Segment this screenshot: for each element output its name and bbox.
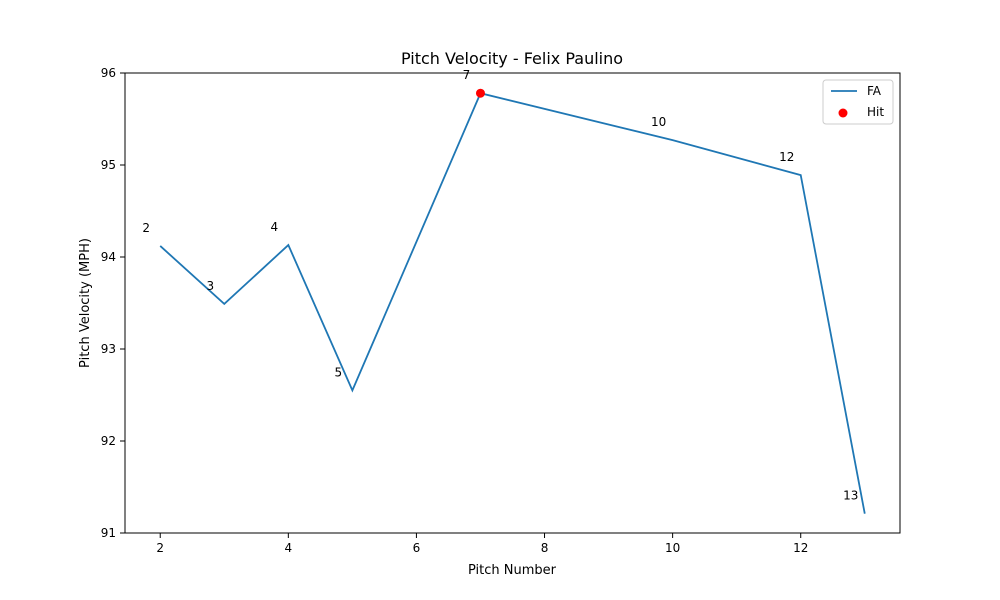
- point-label: 13: [843, 489, 858, 503]
- x-tick-label: 2: [156, 541, 164, 555]
- hit-marker: [475, 88, 485, 98]
- y-tick-label: 94: [101, 250, 116, 264]
- series-fa-line: [159, 92, 866, 514]
- chart-title: Pitch Velocity - Felix Paulino: [401, 49, 623, 68]
- legend-fa-label: FA: [867, 84, 882, 98]
- legend: FA Hit: [822, 79, 894, 125]
- point-label: 4: [271, 220, 279, 234]
- x-axis-label: Pitch Number: [468, 563, 557, 578]
- plot-frame: [124, 72, 901, 534]
- legend-hit-marker: [838, 108, 848, 118]
- y-tick-label: 96: [101, 66, 116, 80]
- point-label: 10: [651, 115, 666, 129]
- x-tick-label: 6: [413, 541, 421, 555]
- x-tick-label: 10: [665, 541, 680, 555]
- x-tick-label: 8: [541, 541, 549, 555]
- y-tick-label: 95: [101, 158, 116, 172]
- y-tick-label: 92: [101, 434, 116, 448]
- x-tick-label: 4: [285, 541, 293, 555]
- point-label: 12: [779, 150, 794, 164]
- point-label: 7: [463, 68, 471, 82]
- y-tick-label: 93: [101, 342, 116, 356]
- point-label: 3: [206, 279, 214, 293]
- legend-hit-label: Hit: [867, 105, 884, 119]
- x-tick-label: 12: [793, 541, 808, 555]
- y-axis-label: Pitch Velocity (MPH): [78, 238, 93, 368]
- point-label: 2: [142, 221, 150, 235]
- point-label: 5: [335, 365, 343, 379]
- y-tick-label: 91: [101, 526, 116, 540]
